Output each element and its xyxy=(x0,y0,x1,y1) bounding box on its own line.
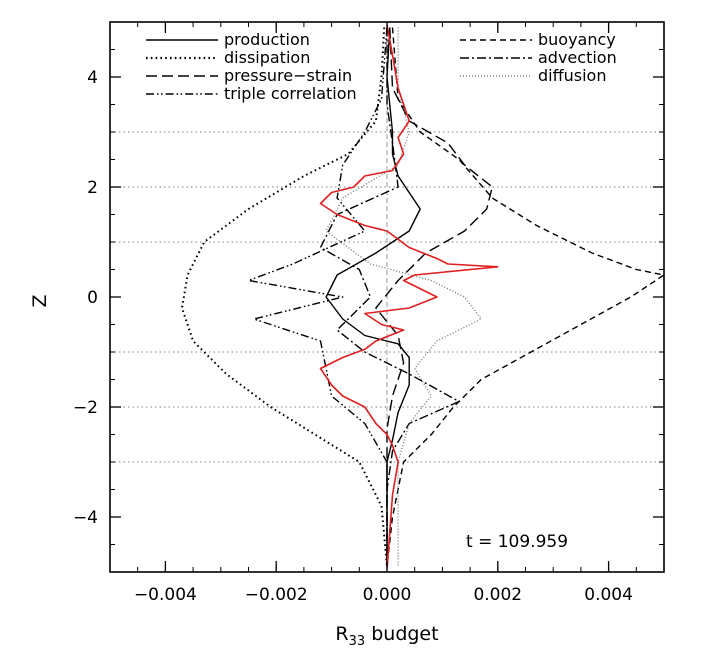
x-tick-label: −0.004 xyxy=(134,585,197,605)
legend-label: diffusion xyxy=(538,66,606,85)
x-tick-label: 0.004 xyxy=(584,585,633,605)
x-axis-title: R33 budget xyxy=(335,623,438,649)
legend-label: dissipation xyxy=(224,48,310,67)
x-axis-title-main: R xyxy=(335,623,348,645)
y-tick-label: 4 xyxy=(87,68,98,88)
y-axis-title: Z xyxy=(29,294,51,307)
legend-label: buoyancy xyxy=(538,30,616,49)
x-axis: −0.004 −0.002 0.000 0.002 0.004 xyxy=(109,22,665,605)
y-tick-label: −2 xyxy=(73,398,98,418)
x-tick-label: 0.000 xyxy=(363,585,412,605)
series-line-7 xyxy=(325,27,482,567)
x-tick-label: −0.002 xyxy=(245,585,308,605)
total-line xyxy=(319,24,499,570)
x-axis-title-subscript: 33 xyxy=(349,634,366,649)
x-tick-label: 0.002 xyxy=(473,585,522,605)
y-tick-label: 0 xyxy=(87,288,98,308)
series-line-1 xyxy=(325,27,421,567)
series-line-4 xyxy=(247,27,388,567)
legend-label: triple correlation xyxy=(224,84,357,103)
series-line-2 xyxy=(181,27,388,567)
series-layer xyxy=(181,24,665,570)
series-line-3 xyxy=(375,27,493,567)
y-tick-label: −4 xyxy=(73,508,98,528)
y-tick-label: 2 xyxy=(87,178,98,198)
x-axis-title-rest: budget xyxy=(365,623,438,645)
legend-label: advection xyxy=(538,48,617,67)
legend: productiondissipationpressure−straintrip… xyxy=(146,30,617,103)
time-annotation: t = 109.959 xyxy=(466,532,568,552)
legend-label: production xyxy=(224,30,310,49)
legend-label: pressure−strain xyxy=(224,66,352,85)
y-axis: −4 −2 0 2 4 xyxy=(73,21,664,573)
series-line-5 xyxy=(386,27,665,567)
